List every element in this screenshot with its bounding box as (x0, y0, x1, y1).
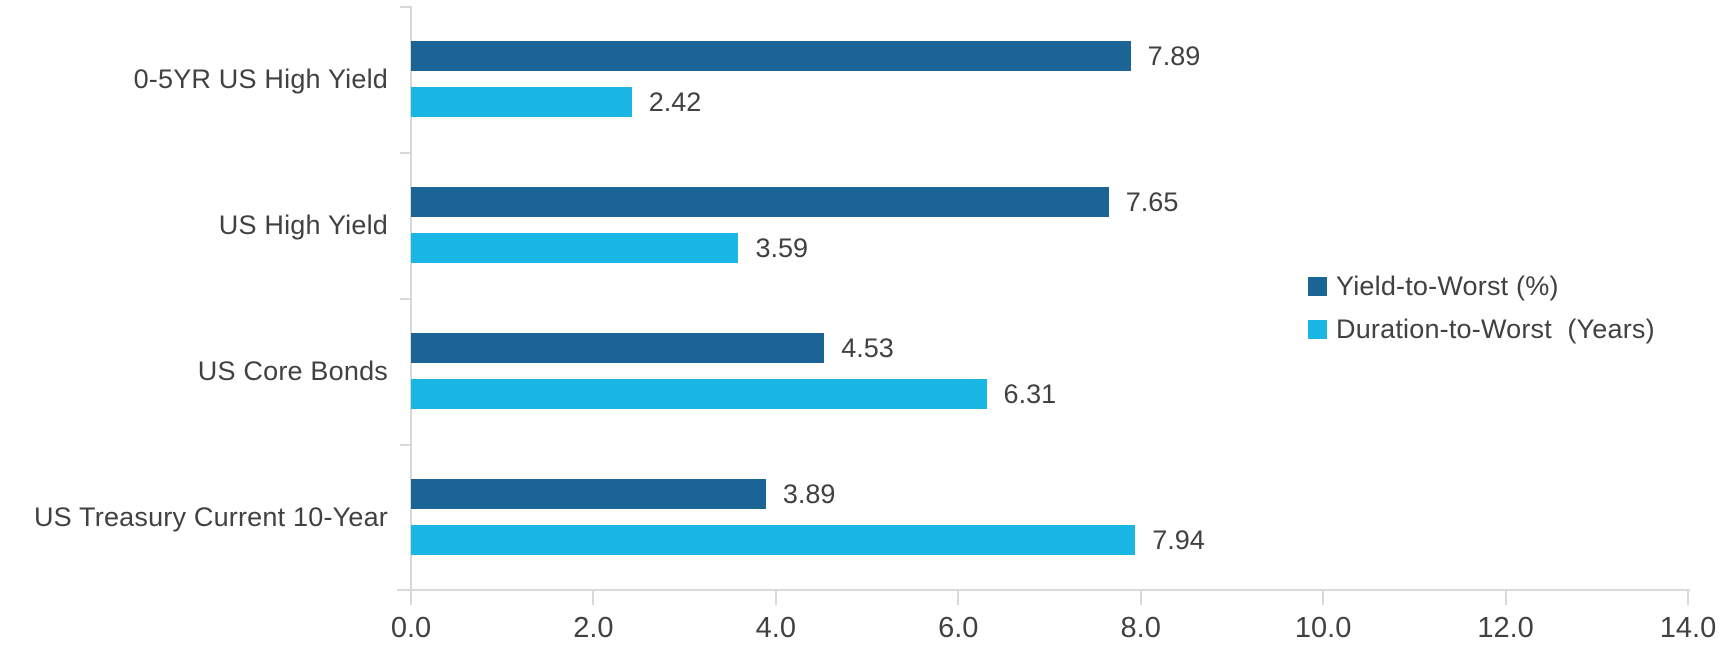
x-tick-label: 6.0 (938, 612, 979, 644)
category-boundary-tick (400, 298, 411, 300)
value-label: 6.31 (1003, 378, 1057, 409)
legend-item-yield-to-worst: Yield-to-Worst (%) (1308, 271, 1655, 302)
value-label: 7.94 (1152, 524, 1205, 555)
bar-duration-to-worst (411, 525, 1136, 555)
x-axis-tick (1139, 591, 1142, 605)
x-axis-tick (1687, 591, 1689, 605)
value-label: 7.65 (1125, 186, 1179, 217)
value-label: 2.42 (648, 86, 702, 117)
x-tick-label: 0.0 (390, 612, 432, 644)
bar-yield-to-worst (411, 479, 766, 509)
x-axis-line (397, 589, 1690, 591)
category-label: US Core Bonds (197, 355, 388, 386)
x-axis-tick (957, 591, 960, 605)
y-axis-line (410, 6, 412, 590)
legend-label-duration-to-worst: Duration-to-Worst (Years) (1336, 314, 1655, 344)
value-label: 3.89 (782, 478, 836, 509)
category-label: US Treasury Current 10-Year (33, 501, 388, 532)
x-tick-label: 12.0 (1477, 612, 1534, 644)
x-tick-label: 14.0 (1659, 612, 1717, 644)
x-tick-label: 2.0 (573, 612, 614, 644)
category-boundary-tick (400, 6, 411, 8)
x-axis-tick (592, 591, 595, 605)
x-tick-label: 10.0 (1294, 612, 1352, 644)
bar-duration-to-worst (411, 233, 739, 263)
value-label: 4.53 (841, 332, 894, 363)
legend: Yield-to-Worst (%) Duration-to-Worst (Ye… (1308, 271, 1655, 357)
value-label: 3.59 (755, 232, 809, 263)
category-label: 0-5YR US High Yield (133, 63, 388, 94)
category-boundary-tick (400, 152, 411, 154)
legend-swatch-yield-to-worst (1308, 277, 1327, 296)
legend-label-yield-to-worst: Yield-to-Worst (%) (1336, 271, 1559, 301)
bar-duration-to-worst (411, 87, 632, 117)
bar-yield-to-worst (411, 333, 825, 363)
x-axis-tick (774, 591, 777, 605)
bar-duration-to-worst (411, 379, 987, 409)
x-axis-tick (1504, 591, 1507, 605)
bar-yield-to-worst (411, 41, 1131, 71)
category-boundary-tick (400, 444, 411, 446)
legend-swatch-duration-to-worst (1308, 320, 1327, 339)
x-axis-tick (410, 591, 412, 605)
legend-item-duration-to-worst: Duration-to-Worst (Years) (1308, 314, 1655, 345)
category-label: US High Yield (218, 209, 388, 240)
value-label: 7.89 (1147, 40, 1201, 71)
x-axis-tick (1322, 591, 1325, 605)
bar-yield-to-worst (411, 187, 1109, 217)
x-tick-label: 4.0 (755, 612, 796, 644)
x-tick-label: 8.0 (1120, 612, 1161, 644)
